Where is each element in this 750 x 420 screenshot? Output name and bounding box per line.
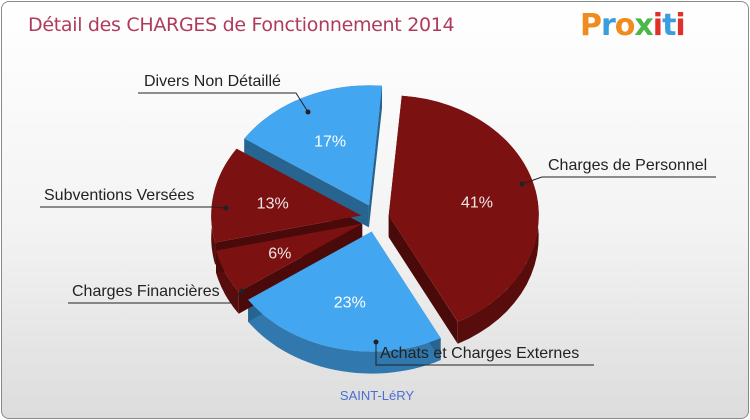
logo-letter: o bbox=[614, 8, 636, 43]
leader-dot bbox=[223, 205, 229, 211]
leader-line bbox=[138, 92, 309, 113]
pie-slice-charges-financieres bbox=[216, 223, 363, 292]
slice-label-achats-et-charges-externes: Achats et Charges Externes bbox=[380, 345, 579, 362]
pie-value-label: 41% bbox=[461, 194, 493, 211]
pie-value-label: 13% bbox=[257, 196, 289, 213]
logo-letter: P bbox=[580, 8, 602, 43]
leader-line bbox=[521, 176, 716, 185]
leader-line bbox=[40, 206, 227, 209]
leader-dot bbox=[305, 109, 311, 115]
pie-value-label: 17% bbox=[314, 133, 346, 150]
proxiti-logo: Proxiti bbox=[580, 8, 686, 43]
slice-label-charges-de-personnel: Charges de Personnel bbox=[548, 157, 707, 174]
logo-letter: t bbox=[662, 8, 676, 43]
pie-value-label: 23% bbox=[334, 294, 366, 311]
slice-label-divers-non-detaille: Divers Non Détaillé bbox=[144, 73, 281, 90]
pie-slice-subventions-versees bbox=[211, 148, 362, 243]
logo-letter: x bbox=[634, 8, 653, 43]
leader-line bbox=[68, 290, 243, 304]
leader-dot bbox=[519, 181, 525, 187]
logo-letter: r bbox=[601, 8, 616, 43]
pie-side-charges-de-personnel-1 bbox=[388, 215, 458, 344]
pie-side-divers-non-detaille-1 bbox=[368, 85, 383, 228]
leader-line bbox=[375, 342, 594, 366]
slice-label-charges-financieres: Charges Financières bbox=[72, 283, 220, 300]
pie-slice-divers-non-detaille bbox=[244, 85, 382, 206]
leader-dot bbox=[239, 288, 245, 294]
pie-slice-achats-et-charges-externes bbox=[248, 231, 441, 352]
slice-label-subventions-versees: Subventions Versées bbox=[44, 187, 194, 204]
leader-dot bbox=[373, 339, 379, 345]
pie-slice-charges-de-personnel bbox=[388, 95, 539, 322]
pie-value-label: 6% bbox=[268, 246, 291, 263]
pie-wall-achats-et-charges-externes bbox=[248, 299, 441, 374]
commune-name: SAINT-LéRY bbox=[339, 388, 415, 403]
chart-title: Détail des CHARGES de Fonctionnement 201… bbox=[28, 14, 455, 36]
logo-letter: i bbox=[652, 8, 663, 43]
logo-letter: i bbox=[675, 8, 685, 43]
